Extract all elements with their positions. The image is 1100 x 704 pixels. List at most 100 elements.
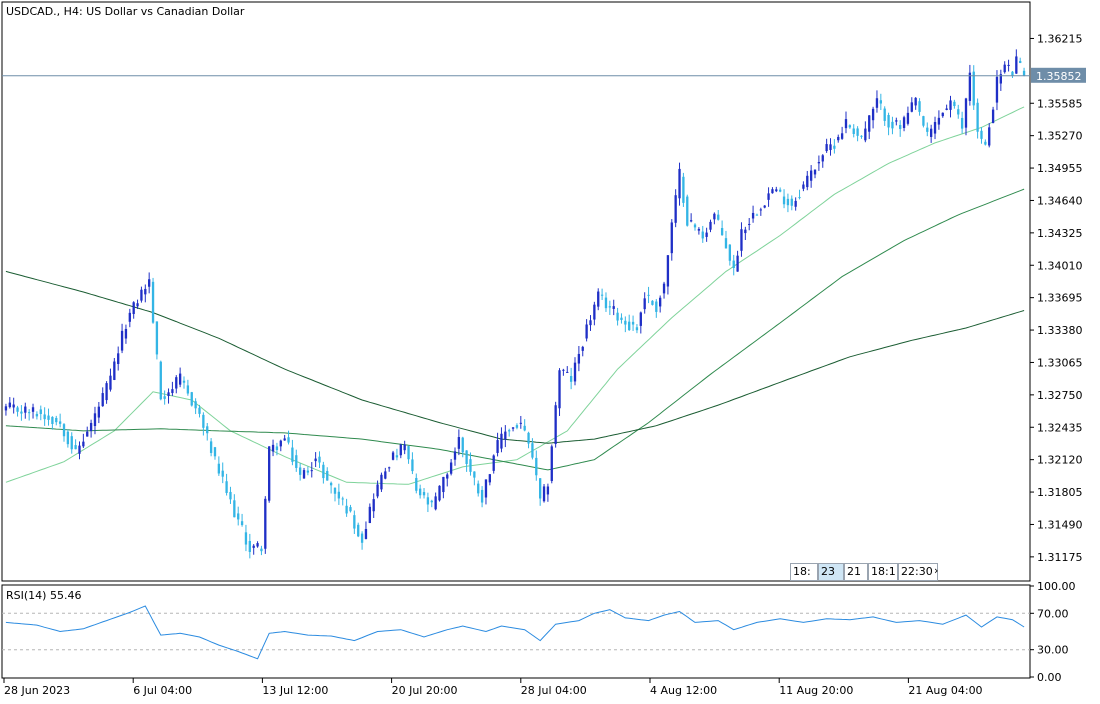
- candle-body: [976, 102, 979, 132]
- candle-body: [473, 471, 476, 478]
- candle-body: [631, 321, 635, 325]
- current-price-tag: [1031, 67, 1086, 83]
- candle-body: [35, 413, 39, 417]
- price-axis: 1.36215 1.35585 1.35270 1.34955 1.34640 1.343…: [1030, 32, 1083, 564]
- candle-body: [318, 456, 321, 463]
- candle-body: [566, 371, 569, 373]
- candle-body: [109, 375, 112, 390]
- candle-body: [136, 303, 139, 307]
- candle-body: [771, 189, 774, 194]
- candle-body: [260, 548, 263, 552]
- price-tick-label: 1.34325: [1037, 227, 1083, 240]
- candle-body: [670, 222, 673, 254]
- candle-body: [465, 450, 468, 464]
- candle-body: [782, 196, 786, 205]
- time-selector-box[interactable]: 18:: [790, 563, 818, 581]
- candle-body: [813, 169, 817, 175]
- price-tick-label: 1.36215: [1037, 32, 1083, 45]
- candle-body: [991, 109, 995, 124]
- candle-body: [798, 197, 801, 199]
- candle-body: [132, 302, 135, 315]
- candle-body: [446, 474, 449, 479]
- candle-body: [105, 383, 108, 401]
- price-tick-label: 1.33065: [1037, 356, 1083, 369]
- chevron-right-icon[interactable]: ›: [934, 564, 939, 577]
- candle-body: [717, 214, 720, 220]
- candle-body: [550, 446, 553, 482]
- candle-body: [740, 229, 743, 251]
- candle-body: [786, 198, 790, 206]
- candle-body: [213, 447, 217, 457]
- candle-body: [895, 120, 898, 122]
- candle-body: [705, 232, 708, 237]
- candle-body: [875, 98, 879, 108]
- candle-body: [569, 376, 573, 382]
- candle-body: [283, 438, 286, 441]
- candle-body: [689, 220, 693, 222]
- candle-body: [678, 168, 681, 199]
- time-selector-box[interactable]: 18:1: [868, 563, 898, 581]
- candle-body: [504, 431, 507, 440]
- candle-body: [674, 195, 677, 223]
- candle-body: [140, 289, 143, 301]
- time-tick-label: 4 Aug 12:00: [650, 684, 717, 697]
- candle-body: [298, 467, 302, 475]
- candle-body: [647, 294, 650, 296]
- time-selector-box[interactable]: 22:30: [898, 563, 938, 581]
- candle-body: [198, 407, 201, 414]
- price-tick-label: 1.35270: [1037, 130, 1083, 143]
- candle-body: [28, 412, 31, 414]
- candle-body: [279, 440, 282, 447]
- candle-body: [616, 312, 619, 321]
- candle-body: [484, 479, 488, 498]
- candle-body: [395, 455, 399, 458]
- candle-body: [314, 458, 317, 462]
- candle-body: [20, 411, 23, 414]
- candle-body: [995, 76, 999, 103]
- candle-body: [171, 389, 174, 394]
- rsi-tick-label: 70.00: [1037, 607, 1069, 620]
- candle-body: [120, 330, 124, 351]
- time-selector-box[interactable]: 23: [818, 563, 844, 581]
- candle-body: [1007, 64, 1010, 66]
- candle-body: [829, 144, 832, 151]
- candle-body: [178, 373, 182, 385]
- candle-body: [581, 346, 584, 351]
- candle-body: [868, 115, 871, 132]
- candle-body: [399, 444, 402, 456]
- candle-body: [148, 279, 151, 287]
- candle-body: [953, 101, 956, 107]
- candle-body: [159, 361, 162, 400]
- candle-body: [357, 524, 360, 537]
- candle-body: [144, 288, 147, 295]
- time-selector-box[interactable]: 21: [844, 563, 868, 581]
- candle-body: [403, 444, 406, 451]
- candle-body: [418, 488, 422, 496]
- candle-body: [562, 369, 565, 371]
- price-tick-label: 1.34010: [1037, 259, 1083, 272]
- candle-body: [457, 437, 461, 449]
- candle-body: [662, 283, 666, 294]
- candle-body: [608, 306, 612, 308]
- rsi-tick-label: 30.00: [1037, 644, 1069, 657]
- candle-body: [589, 320, 592, 326]
- candle-body: [639, 312, 642, 326]
- candle-body: [24, 406, 27, 413]
- candle-body: [535, 457, 538, 476]
- candle-body: [988, 127, 991, 146]
- candle-body: [527, 432, 530, 444]
- candle-body: [306, 470, 310, 473]
- candle-body: [101, 393, 104, 407]
- candle-body: [806, 175, 809, 188]
- candle-body: [93, 413, 97, 427]
- candle-body: [229, 491, 232, 500]
- time-tick-label: 11 Aug 20:00: [779, 684, 853, 697]
- candle-body: [597, 291, 600, 307]
- candle-body: [391, 452, 395, 460]
- candle-body: [728, 244, 732, 261]
- candle-body: [643, 298, 646, 310]
- candle-body: [55, 417, 58, 423]
- candle-body: [492, 455, 495, 471]
